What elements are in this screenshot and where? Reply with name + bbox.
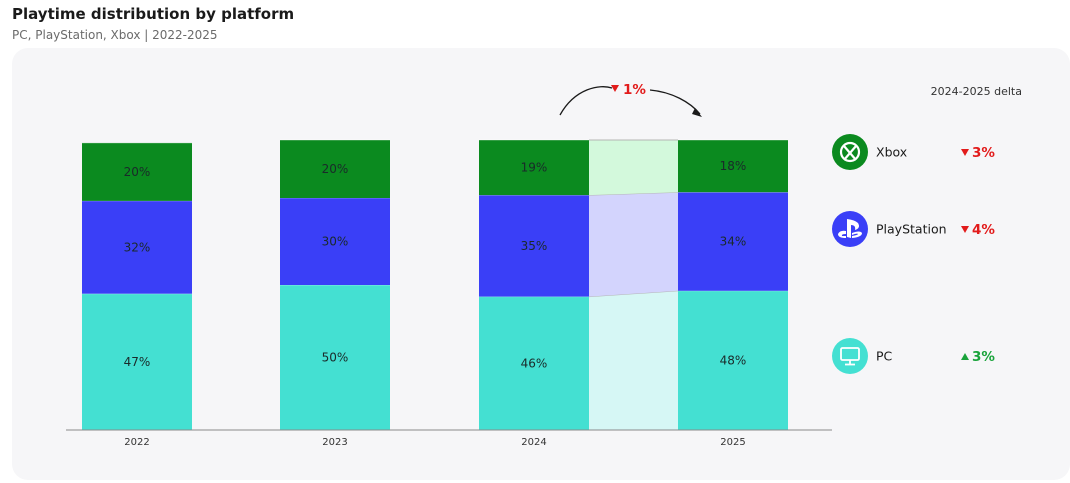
segment-label: 34% bbox=[720, 235, 747, 249]
triangle-up-icon bbox=[961, 353, 969, 360]
connector-band-playstation bbox=[589, 192, 678, 297]
playstation-icon bbox=[838, 219, 862, 238]
segment-label: 30% bbox=[322, 235, 349, 249]
bars-layer: 47% 32% 20% 50% 30% 20% 46% 35% 19% 48% 34% 18% bbox=[82, 139, 788, 430]
connector-band-xbox bbox=[589, 140, 678, 196]
bar-segment-playstation-2025 bbox=[678, 192, 788, 291]
legend-icon-circle bbox=[832, 338, 868, 374]
segment-label: 50% bbox=[322, 351, 349, 365]
delta-header: 2024-2025 delta bbox=[931, 85, 1022, 98]
legend-label: PC bbox=[876, 349, 893, 364]
bar-segment-xbox-2023 bbox=[280, 140, 390, 198]
connector-band-pc bbox=[589, 290, 678, 430]
x-tick-label: 2023 bbox=[322, 437, 347, 448]
bar-segment-pc-2023 bbox=[280, 285, 390, 430]
bar-segment-playstation-2024 bbox=[479, 195, 589, 297]
triangle-down-icon bbox=[611, 85, 619, 92]
x-tick-label: 2024 bbox=[521, 437, 546, 448]
segment-label: 35% bbox=[521, 239, 548, 253]
delta-arrow bbox=[559, 86, 613, 116]
monitor-icon bbox=[840, 347, 860, 366]
bar-segment-pc-2022 bbox=[82, 293, 192, 430]
bar-segment-xbox-2024 bbox=[479, 140, 589, 196]
bar-segment-playstation-2022 bbox=[82, 200, 192, 294]
triangle-down-icon bbox=[961, 226, 969, 233]
bar-segment-pc-2025 bbox=[678, 290, 788, 430]
bar-segment-xbox-2022 bbox=[82, 142, 192, 201]
bar-segment-xbox-2025 bbox=[678, 140, 788, 193]
x-tick-label: 2022 bbox=[124, 437, 149, 448]
legend-item-xbox: Xbox 3% bbox=[832, 134, 995, 170]
x-tick-label: 2025 bbox=[720, 437, 745, 448]
segment-label: 18% bbox=[720, 159, 747, 173]
arrow-head-icon bbox=[692, 108, 702, 117]
bar-segment-pc-2024 bbox=[479, 296, 589, 430]
xbox-icon bbox=[839, 141, 861, 163]
triangle-down-icon bbox=[961, 149, 969, 156]
overall-delta-annotation: 1% bbox=[559, 82, 702, 117]
overall-delta-label: 1% bbox=[623, 82, 646, 98]
segment-label: 20% bbox=[124, 165, 151, 179]
bar-segment-playstation-2023 bbox=[280, 198, 390, 285]
legend-delta: 4% bbox=[972, 222, 995, 238]
segment-label: 20% bbox=[322, 162, 349, 176]
segment-label: 47% bbox=[124, 355, 151, 369]
x-ticks-layer: 2022 2023 2024 2025 bbox=[124, 437, 745, 448]
legend-item-playstation: PlayStation 4% bbox=[832, 211, 995, 247]
segment-label: 32% bbox=[124, 240, 151, 254]
legend-delta: 3% bbox=[972, 145, 995, 161]
legend-layer: Xbox 3% PlayStation 4% PC 3% bbox=[832, 134, 995, 374]
page-subtitle: PC, PlayStation, Xbox | 2022-2025 bbox=[12, 28, 218, 42]
segment-label: 46% bbox=[521, 356, 548, 370]
segment-label: 48% bbox=[720, 353, 747, 367]
delta-arrow bbox=[649, 89, 701, 115]
legend-label: Xbox bbox=[876, 145, 907, 160]
segment-label: 19% bbox=[521, 161, 548, 175]
legend-item-pc: PC 3% bbox=[832, 338, 995, 374]
legend-delta: 3% bbox=[972, 349, 995, 365]
legend-label: PlayStation bbox=[876, 222, 947, 237]
page-title: Playtime distribution by platform bbox=[12, 5, 295, 23]
